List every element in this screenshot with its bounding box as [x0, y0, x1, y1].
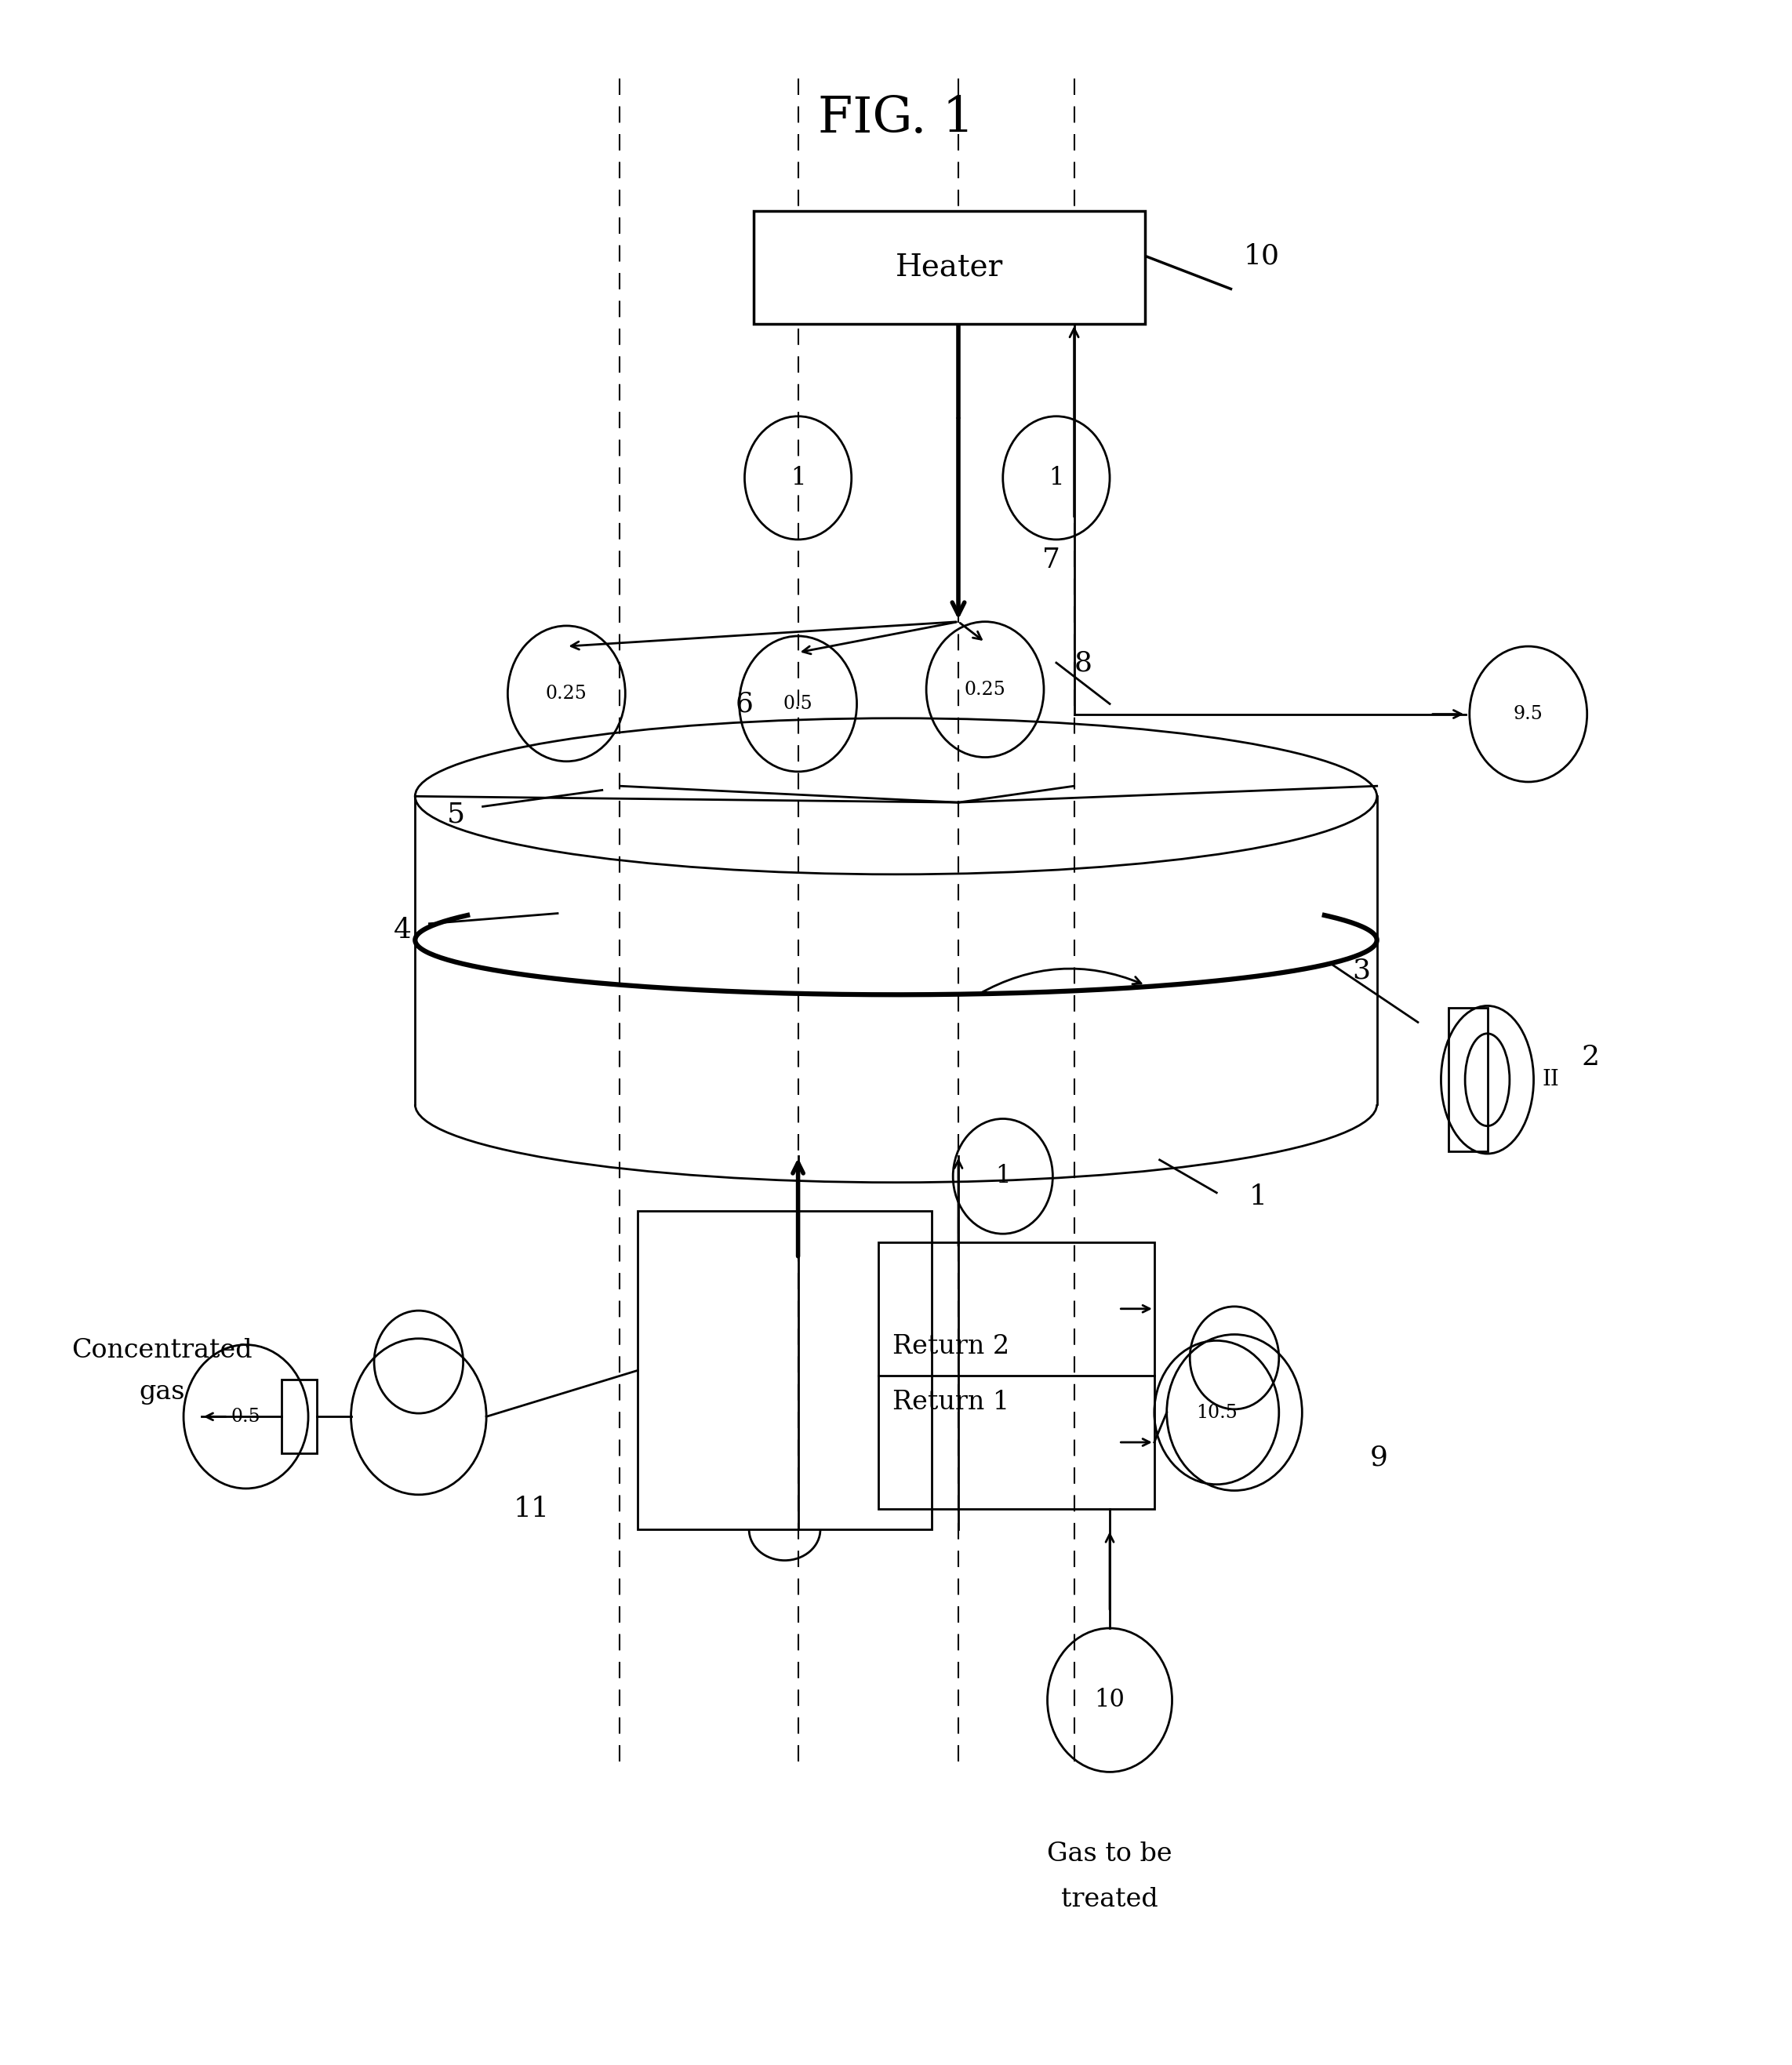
Text: 10: 10 — [1244, 244, 1279, 268]
Bar — [281, 1379, 317, 1454]
Text: 0.5: 0.5 — [783, 694, 814, 712]
Bar — [753, 211, 1145, 324]
Text: 6: 6 — [737, 690, 754, 717]
Text: Return 1: Return 1 — [892, 1390, 1009, 1415]
Text: 0.25: 0.25 — [547, 686, 588, 702]
Text: 10.5: 10.5 — [1195, 1404, 1236, 1421]
Text: 1: 1 — [1249, 1183, 1267, 1210]
Bar — [1448, 1008, 1487, 1152]
Text: 2: 2 — [1582, 1043, 1600, 1070]
Text: gas: gas — [140, 1379, 185, 1404]
Text: 1: 1 — [1048, 467, 1064, 489]
Text: Concentrated: Concentrated — [72, 1338, 253, 1363]
Text: 1: 1 — [995, 1165, 1011, 1189]
Text: 3: 3 — [1351, 958, 1371, 985]
Text: 8: 8 — [1073, 648, 1091, 675]
Text: 7: 7 — [1043, 547, 1061, 574]
Text: Heater: Heater — [896, 252, 1004, 281]
Text: II: II — [1543, 1070, 1559, 1090]
Text: treated: treated — [1061, 1887, 1158, 1912]
Text: 9.5: 9.5 — [1514, 704, 1543, 723]
Text: FIG. 1: FIG. 1 — [817, 95, 975, 142]
Text: Gas to be: Gas to be — [1047, 1842, 1172, 1867]
Text: 11: 11 — [513, 1495, 548, 1522]
Text: 10: 10 — [1095, 1687, 1125, 1712]
Bar — [878, 1241, 1154, 1510]
Text: 1: 1 — [790, 467, 806, 489]
Text: 9: 9 — [1369, 1443, 1387, 1470]
Text: Return 2: Return 2 — [892, 1334, 1009, 1359]
Text: 0.5: 0.5 — [231, 1408, 260, 1425]
Bar — [638, 1212, 932, 1530]
Text: 5: 5 — [446, 801, 464, 828]
Text: 0.25: 0.25 — [964, 681, 1005, 698]
Text: 4: 4 — [394, 917, 412, 944]
